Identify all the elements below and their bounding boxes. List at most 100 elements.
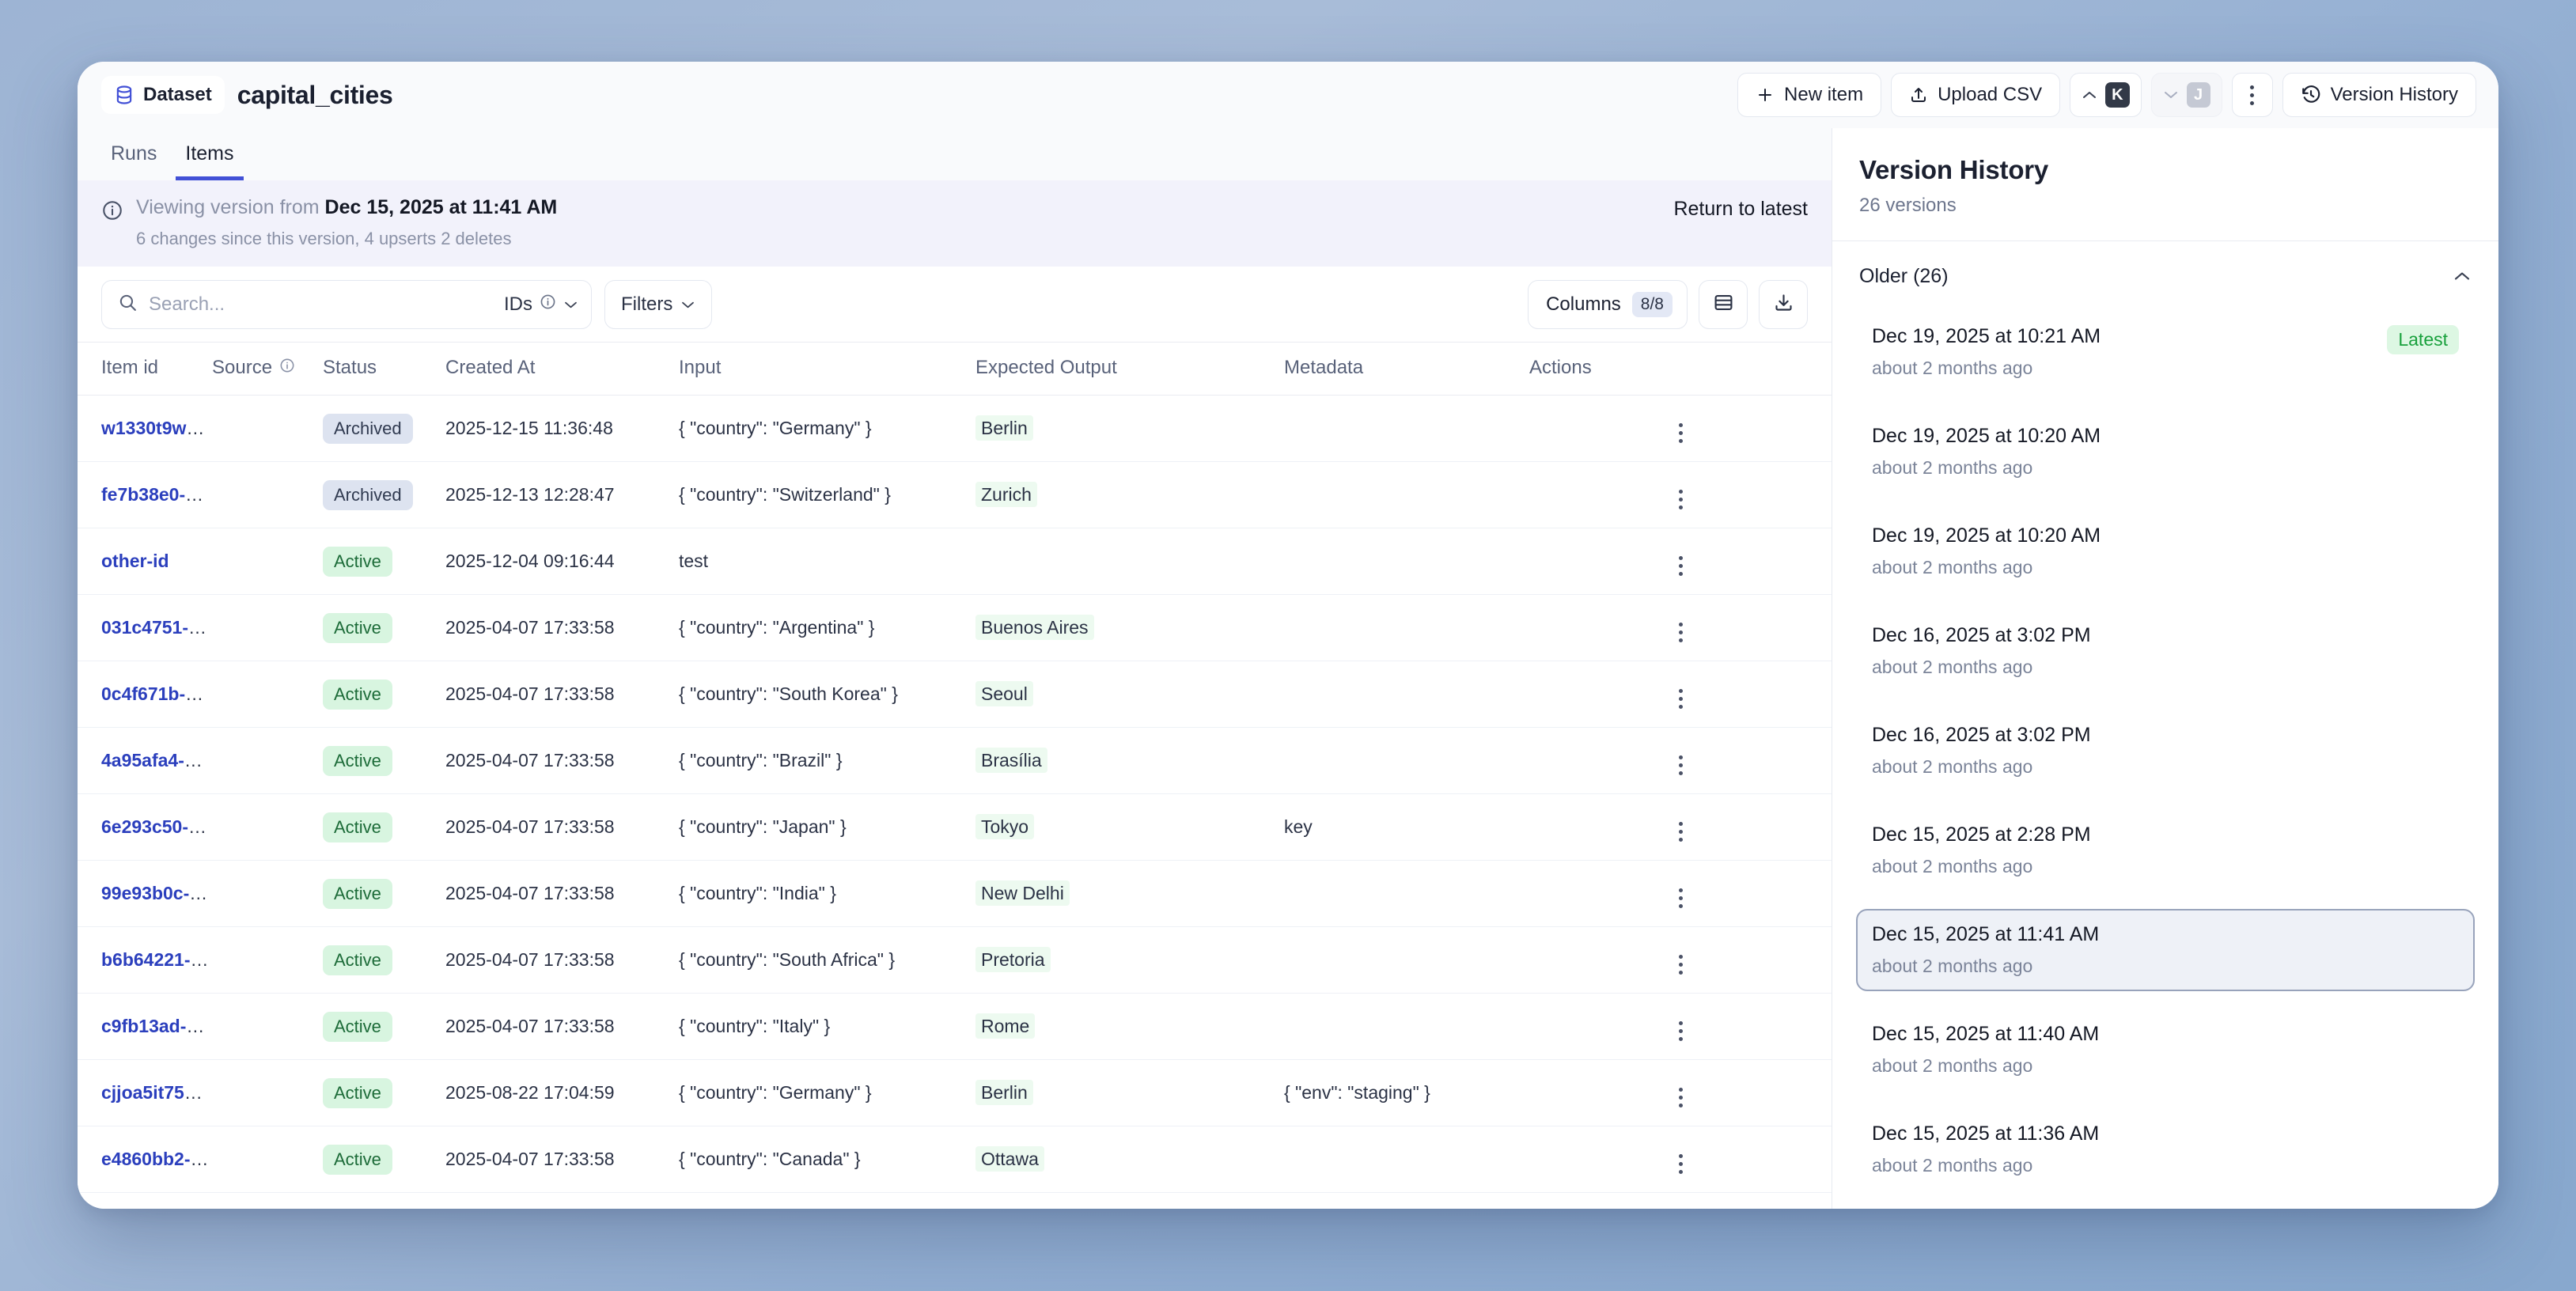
tab-runs[interactable]: Runs <box>111 142 157 165</box>
row-actions-menu-button[interactable] <box>1669 752 1692 778</box>
dot <box>1678 838 1683 842</box>
filters-dropdown[interactable]: Filters <box>604 279 713 329</box>
row-actions-menu-button[interactable] <box>1669 420 1692 446</box>
cell-item-id[interactable]: cjjoa5it75n3jr... <box>78 1059 212 1126</box>
cell-metadata <box>1284 727 1529 794</box>
cell-status: Active <box>323 926 445 994</box>
column-header-expected-output[interactable]: Expected Output <box>975 343 1284 396</box>
version-list-item[interactable]: Dec 15, 2025 at 11:36 AM about 2 months a… <box>1856 1108 2475 1191</box>
row-actions-menu-button[interactable] <box>1669 1085 1692 1111</box>
table-row[interactable]: 99e93b0c-88... Active 2025-04-07 17:33:58{… <box>78 860 1832 927</box>
item-id-link[interactable]: 4a95afa4-3b... <box>101 750 212 770</box>
cell-item-id[interactable]: 6e293c50-6b... <box>78 793 212 861</box>
version-list-item[interactable]: Dec 19, 2025 at 10:20 AM about 2 months a… <box>1856 411 2475 493</box>
cell-item-id[interactable]: c9fb13ad-18ff... <box>78 993 212 1060</box>
table-row[interactable]: 031c4751-13... Active 2025-04-07 17:33:58{… <box>78 594 1832 661</box>
cell-actions <box>1529 594 1832 661</box>
column-header-item-id[interactable]: Item id <box>78 343 212 396</box>
column-header-created-at[interactable]: Created At <box>445 343 679 396</box>
version-list-item[interactable]: Dec 19, 2025 at 10:20 AM about 2 months a… <box>1856 510 2475 592</box>
version-list-item[interactable]: Dec 16, 2025 at 3:02 PM about 2 months ag… <box>1856 710 2475 792</box>
column-header-source[interactable]: Source <box>212 343 323 396</box>
upload-csv-button[interactable]: Upload CSV <box>1891 73 2061 117</box>
table-row[interactable]: 0c4f671b-ac5... Active 2025-04-07 17:33:58… <box>78 661 1832 728</box>
column-header-input[interactable]: Input <box>679 343 975 396</box>
cell-item-id[interactable]: 031c4751-13... <box>78 594 212 661</box>
item-id-link[interactable]: 6e293c50-6b... <box>101 816 212 837</box>
cell-source <box>212 926 323 994</box>
item-id-link[interactable]: c9fb13ad-18ff... <box>101 1016 212 1036</box>
search-input[interactable]: Search... IDs <box>101 279 592 329</box>
table-row[interactable]: other-id Active 2025-12-04 09:16:44 test <box>78 528 1832 595</box>
item-id-link[interactable]: 99e93b0c-88... <box>101 883 212 903</box>
columns-button[interactable]: Columns 8/8 <box>1528 279 1688 329</box>
row-actions-menu-button[interactable] <box>1669 1151 1692 1177</box>
dot <box>1678 830 1683 834</box>
version-history-button[interactable]: Version History <box>2282 73 2476 117</box>
row-actions-menu-button[interactable] <box>1669 819 1692 845</box>
item-id-link[interactable]: 031c4751-13... <box>101 617 212 638</box>
cell-actions <box>1529 1192 1832 1209</box>
item-id-link[interactable]: e4860bb2-e4... <box>101 1149 212 1169</box>
row-actions-menu-button[interactable] <box>1669 619 1692 646</box>
version-group-older[interactable]: Older (26) <box>1832 241 2498 311</box>
table-row[interactable]: c9fb13ad-18ff... Active 2025-04-07 17:33:5… <box>78 993 1832 1060</box>
version-list-item[interactable]: Dec 15, 2025 at 11:41 AM about 2 months a… <box>1856 909 2475 991</box>
dot <box>1678 771 1683 775</box>
items-table-container[interactable]: Item id Source <box>78 343 1832 1209</box>
table-row[interactable]: e4860bb2-e4... Active 2025-04-07 17:33:58{… <box>78 1126 1832 1193</box>
table-row[interactable]: cjjoa5it75n3jr... Active 2025-08-22 17:04:… <box>78 1059 1832 1126</box>
cell-item-id[interactable]: e4860bb2-e4... <box>78 1126 212 1193</box>
cell-item-id[interactable]: w1330t9ww1a... <box>78 395 212 462</box>
version-list-item[interactable]: Dec 15, 2025 at 11:40 AM about 2 months a… <box>1856 1009 2475 1091</box>
cell-item-id[interactable]: eb4af037-791... <box>78 1192 212 1209</box>
dot <box>1678 888 1683 892</box>
cell-item-id[interactable]: 4a95afa4-3b... <box>78 727 212 794</box>
item-id-link[interactable]: w1330t9ww1a... <box>101 418 212 438</box>
column-header-status[interactable]: Status <box>323 343 445 396</box>
return-to-latest-button[interactable]: Return to latest <box>1673 198 1808 220</box>
cell-item-id[interactable]: fe7b38e0-ca4... <box>78 461 212 528</box>
table-row[interactable]: fe7b38e0-ca4... Archived 2025-12-13 12:28:… <box>78 461 1832 528</box>
table-row[interactable]: 4a95afa4-3b... Active 2025-04-07 17:33:58{… <box>78 727 1832 794</box>
table-row[interactable]: b6b64221-f9... Active 2025-04-07 17:33:58{… <box>78 926 1832 994</box>
item-id-link[interactable]: other-id <box>101 551 169 571</box>
version-list-item[interactable]: Dec 19, 2025 at 10:21 AM about 2 months a… <box>1856 311 2475 393</box>
version-list[interactable]: Dec 19, 2025 at 10:21 AM about 2 months a… <box>1832 311 2498 1209</box>
dot <box>1678 490 1683 494</box>
more-options-button[interactable] <box>2231 73 2273 117</box>
row-actions-menu-button[interactable] <box>1669 885 1692 911</box>
dot <box>1678 697 1683 701</box>
ids-dropdown[interactable]: IDs <box>504 293 578 316</box>
item-id-link[interactable]: fe7b38e0-ca4... <box>101 484 212 505</box>
cell-source <box>212 661 323 728</box>
dot <box>1678 431 1683 435</box>
row-actions-menu-button[interactable] <box>1669 553 1692 579</box>
table-header-row: Item id Source <box>78 343 1832 396</box>
item-id-link[interactable]: cjjoa5it75n3jr... <box>101 1082 212 1103</box>
new-item-button[interactable]: New item <box>1737 73 1882 117</box>
cell-input: { "country": "South Africa" } <box>679 926 975 994</box>
next-item-shortcut-button[interactable]: J <box>2150 73 2222 117</box>
cell-item-id[interactable]: other-id <box>78 528 212 595</box>
cell-item-id[interactable]: 0c4f671b-ac5... <box>78 661 212 728</box>
table-row[interactable]: 6e293c50-6b... Active 2025-04-07 17:33:58{… <box>78 793 1832 861</box>
tab-items[interactable]: Items <box>176 142 244 180</box>
version-list-item[interactable]: Dec 15, 2025 at 2:28 PM about 2 months ag… <box>1856 809 2475 892</box>
row-actions-menu-button[interactable] <box>1669 686 1692 712</box>
row-actions-menu-button[interactable] <box>1669 486 1692 513</box>
cell-item-id[interactable]: 99e93b0c-88... <box>78 860 212 927</box>
column-header-metadata[interactable]: Metadata <box>1284 343 1529 396</box>
previous-item-shortcut-button[interactable]: K <box>2070 73 2142 117</box>
row-density-button[interactable] <box>1699 279 1748 329</box>
row-actions-menu-button[interactable] <box>1669 952 1692 978</box>
download-button[interactable] <box>1759 279 1808 329</box>
item-id-link[interactable]: b6b64221-f9... <box>101 949 212 970</box>
table-row[interactable]: w1330t9ww1a... Archived 2025-12-15 11:36:4… <box>78 395 1832 462</box>
row-actions-menu-button[interactable] <box>1669 1018 1692 1044</box>
item-id-link[interactable]: 0c4f671b-ac5... <box>101 683 212 704</box>
version-list-item[interactable]: Dec 16, 2025 at 3:02 PM about 2 months ag… <box>1856 610 2475 692</box>
cell-item-id[interactable]: b6b64221-f9... <box>78 926 212 994</box>
version-item-text: Dec 19, 2025 at 10:20 AM about 2 months a… <box>1872 524 2101 578</box>
